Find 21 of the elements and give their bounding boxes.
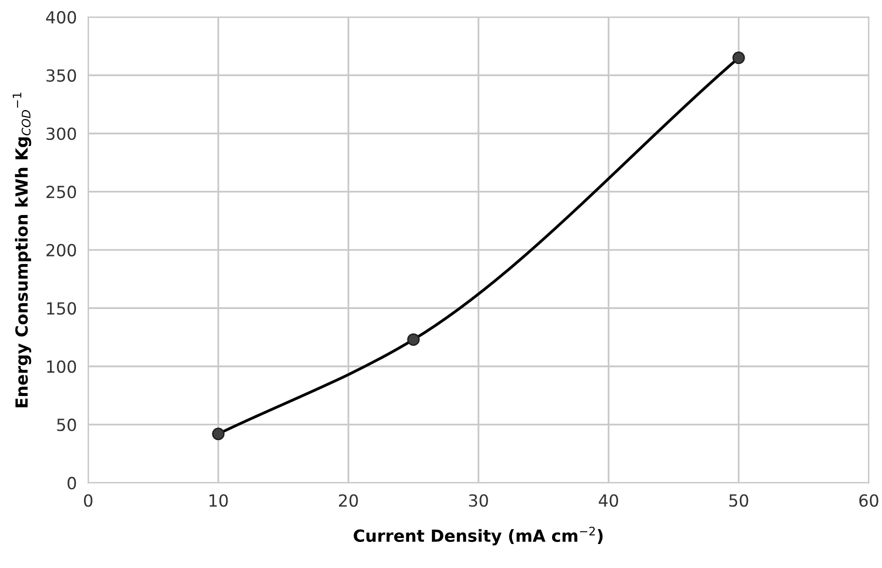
y-tick-label: 250 xyxy=(46,186,76,198)
y-tick-label: 150 xyxy=(47,302,76,315)
x-tick-label: 40 xyxy=(598,494,618,507)
y-tick-label: 350 xyxy=(46,69,76,82)
y-tick-label: 300 xyxy=(46,127,76,140)
x-tick-label: 0 xyxy=(84,494,92,507)
point xyxy=(407,333,420,346)
y-tick-label: 200 xyxy=(46,244,76,256)
point xyxy=(212,428,225,440)
y-tick-label: 0 xyxy=(68,476,76,490)
x-tick-label: 60 xyxy=(859,494,878,507)
y-tick-label: 400 xyxy=(46,11,76,24)
point xyxy=(732,52,745,64)
y-axis-title: Energy Consumption kWh Kg$_{COD}$$^{−1}$ xyxy=(12,92,32,408)
y-tick-label: 100 xyxy=(47,360,76,373)
x-tick-label: 20 xyxy=(339,494,358,507)
y-tick-label: 50 xyxy=(57,418,76,432)
x-tick-label: 50 xyxy=(729,494,748,507)
x-axis-title: Current Density (mA cm$^{−2}$) xyxy=(354,526,603,546)
x-tick-label: 30 xyxy=(469,494,488,507)
x-tick-label: 10 xyxy=(210,494,228,507)
